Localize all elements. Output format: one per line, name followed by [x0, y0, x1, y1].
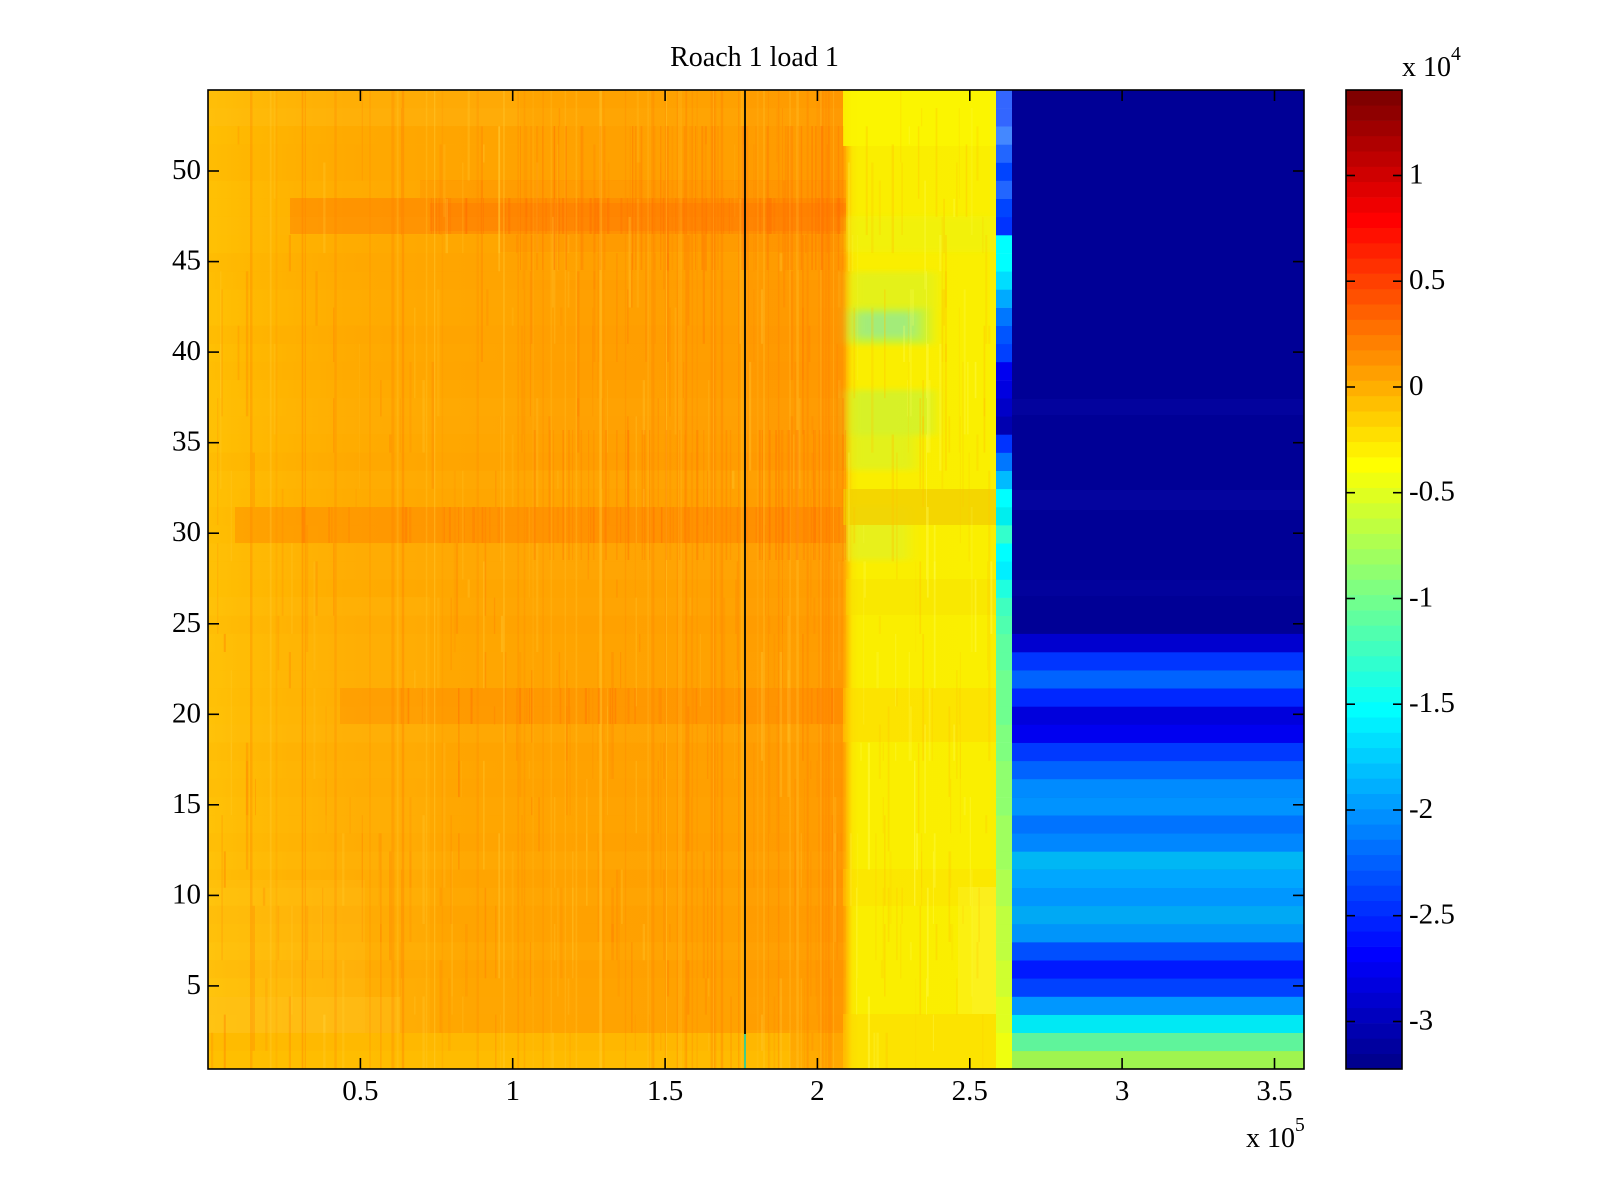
svg-text:0.5: 0.5: [1409, 264, 1445, 296]
svg-text:10: 10: [172, 878, 201, 910]
svg-text:1: 1: [505, 1075, 520, 1107]
svg-text:45: 45: [172, 245, 201, 277]
svg-text:0: 0: [1409, 370, 1424, 402]
svg-text:Roach 1 load 1: Roach 1 load 1: [670, 42, 839, 73]
svg-text:30: 30: [172, 516, 201, 548]
svg-text:0.5: 0.5: [342, 1075, 378, 1107]
svg-text:1.5: 1.5: [647, 1075, 683, 1107]
svg-text:-2.5: -2.5: [1409, 899, 1455, 931]
svg-text:5: 5: [187, 969, 202, 1001]
svg-text:3.5: 3.5: [1256, 1075, 1292, 1107]
svg-text:40: 40: [172, 335, 201, 367]
svg-text:15: 15: [172, 788, 201, 820]
svg-text:-3: -3: [1409, 1005, 1433, 1037]
svg-text:2: 2: [810, 1075, 825, 1107]
svg-text:35: 35: [172, 426, 201, 458]
svg-text:-1: -1: [1409, 582, 1433, 614]
svg-text:-0.5: -0.5: [1409, 476, 1455, 508]
svg-text:25: 25: [172, 607, 201, 639]
svg-text:-2: -2: [1409, 793, 1433, 825]
svg-text:1: 1: [1409, 159, 1424, 191]
svg-text:-1.5: -1.5: [1409, 687, 1455, 719]
svg-text:50: 50: [172, 154, 201, 186]
svg-text:20: 20: [172, 697, 201, 729]
svg-text:3: 3: [1115, 1075, 1130, 1107]
svg-text:2.5: 2.5: [952, 1075, 988, 1107]
